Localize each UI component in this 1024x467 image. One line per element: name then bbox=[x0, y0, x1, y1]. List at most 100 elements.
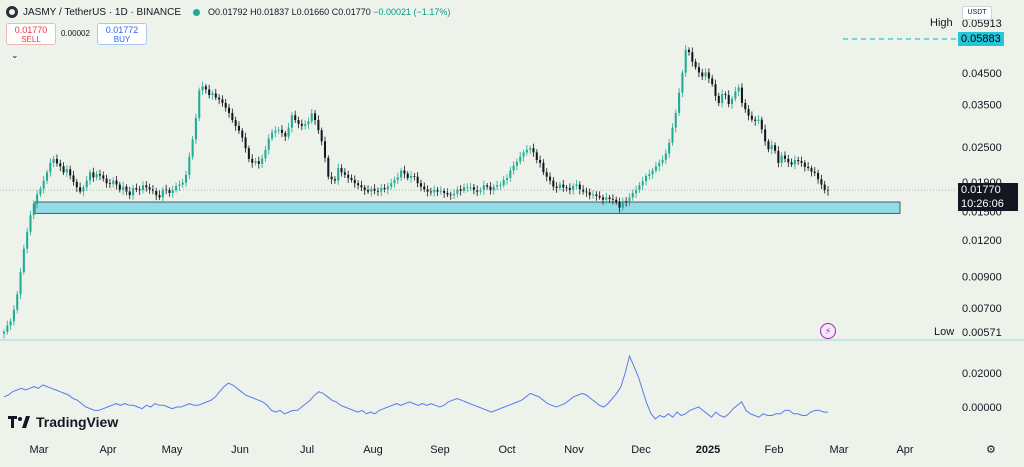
candle bbox=[777, 146, 780, 168]
candle bbox=[151, 184, 154, 195]
candle-body bbox=[671, 127, 674, 143]
candle-body bbox=[105, 178, 108, 184]
time-axis: Mar Apr May Jun Jul Aug Sep Oct Nov Dec 2025 Feb Mar… bbox=[30, 444, 914, 456]
candle bbox=[724, 91, 727, 100]
buy-button[interactable]: 0.01772 BUY bbox=[97, 23, 147, 45]
candle bbox=[711, 74, 714, 87]
indicator-line bbox=[3, 354, 828, 420]
candle-body bbox=[462, 187, 466, 191]
candle-body bbox=[198, 90, 201, 119]
candle bbox=[36, 189, 39, 209]
candle bbox=[548, 172, 552, 185]
indicator-tick-label: 0.02000 bbox=[962, 368, 1002, 380]
candle bbox=[337, 163, 340, 185]
candle-body bbox=[737, 87, 740, 92]
candle-body bbox=[393, 179, 396, 184]
candle-body bbox=[92, 172, 95, 178]
candle bbox=[545, 168, 548, 182]
candle-body bbox=[122, 186, 125, 191]
candle-body bbox=[674, 112, 677, 128]
candle-body bbox=[625, 201, 628, 203]
candle bbox=[264, 145, 267, 163]
candle-body bbox=[419, 183, 422, 187]
candle-body bbox=[658, 162, 661, 167]
price-tick-label: 0.04500 bbox=[962, 68, 1002, 80]
candle bbox=[707, 68, 710, 84]
candle bbox=[141, 181, 145, 194]
candle bbox=[396, 172, 399, 185]
candle-body bbox=[793, 159, 796, 165]
spread-value: 0.00002 bbox=[61, 29, 90, 38]
candle-body bbox=[582, 189, 585, 192]
candle bbox=[261, 154, 264, 168]
candle bbox=[631, 189, 634, 201]
candle bbox=[287, 122, 290, 140]
candle-body bbox=[817, 172, 820, 180]
overlay-lines bbox=[0, 38, 956, 191]
time-tick-label: Mar bbox=[830, 444, 849, 456]
candle-body bbox=[390, 183, 393, 187]
candle bbox=[572, 183, 575, 195]
candle-body bbox=[373, 188, 376, 191]
candle-body bbox=[26, 231, 29, 249]
candle-body bbox=[721, 94, 724, 103]
candle bbox=[499, 181, 502, 191]
tradingview-logo[interactable]: TradingView bbox=[8, 414, 118, 430]
time-tick-label: Sep bbox=[430, 444, 450, 456]
time-tick-label: Jul bbox=[300, 444, 314, 456]
candle bbox=[188, 152, 191, 180]
buy-price: 0.01772 bbox=[105, 25, 139, 35]
candle-body bbox=[601, 197, 604, 200]
candle-body bbox=[168, 190, 171, 194]
time-tick-label: Nov bbox=[564, 444, 584, 456]
candle-body bbox=[353, 179, 356, 184]
candle bbox=[764, 124, 767, 146]
candle-body bbox=[545, 172, 548, 177]
candle bbox=[635, 185, 638, 198]
candle bbox=[79, 182, 82, 194]
lightning-icon[interactable]: ⚡ bbox=[820, 323, 836, 339]
candle bbox=[95, 170, 98, 181]
price-tick-label: 0.00900 bbox=[962, 271, 1002, 283]
candle bbox=[449, 191, 452, 200]
candle bbox=[257, 156, 260, 169]
candle-body bbox=[787, 158, 790, 163]
candle-body bbox=[125, 186, 128, 192]
candle bbox=[641, 176, 644, 190]
gear-icon[interactable]: ⚙ bbox=[986, 444, 996, 456]
candle-body bbox=[678, 92, 681, 113]
candle-body bbox=[297, 120, 300, 124]
candle-body bbox=[509, 170, 512, 178]
candle-body bbox=[764, 129, 767, 142]
chevron-down-icon[interactable]: ⌄ bbox=[11, 50, 19, 60]
candle bbox=[191, 135, 194, 160]
candle bbox=[638, 182, 641, 193]
candle bbox=[469, 183, 472, 191]
candle-body bbox=[472, 187, 475, 191]
sell-label: SELL bbox=[21, 35, 41, 44]
symbol-logo-icon bbox=[6, 6, 18, 18]
candle bbox=[204, 83, 207, 94]
candle bbox=[466, 183, 469, 193]
candle-body bbox=[175, 185, 178, 191]
candle-body bbox=[496, 185, 499, 187]
candle-body bbox=[777, 150, 780, 163]
candle bbox=[661, 155, 664, 167]
candle bbox=[555, 182, 558, 193]
candle-body bbox=[314, 113, 317, 121]
candle bbox=[376, 187, 379, 196]
sell-button[interactable]: 0.01770 SELL bbox=[6, 23, 56, 45]
candle bbox=[552, 177, 555, 191]
candle-body bbox=[59, 163, 62, 167]
time-tick-label: May bbox=[162, 444, 183, 456]
symbol-title[interactable]: JASMY / TetherUS · 1D · BINANCE bbox=[23, 6, 182, 18]
candle-body bbox=[684, 49, 687, 73]
candle bbox=[826, 186, 830, 196]
currency-selector[interactable]: USDT bbox=[962, 6, 992, 20]
candle-body bbox=[459, 189, 462, 191]
candle-body bbox=[717, 96, 720, 103]
candle-body bbox=[562, 184, 565, 188]
candle bbox=[49, 158, 52, 177]
